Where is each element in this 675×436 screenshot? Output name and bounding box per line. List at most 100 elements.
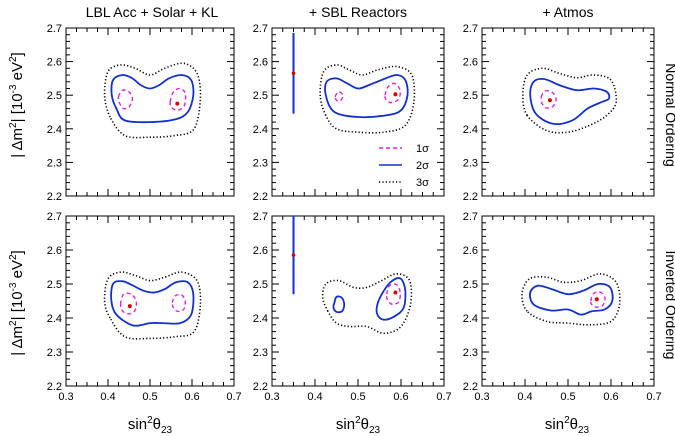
y-tick-label: 2.3: [253, 347, 268, 359]
best-fit-point: [393, 92, 398, 97]
best-fit-point: [393, 290, 398, 295]
best-fit-point: [127, 304, 132, 309]
legend-label-1sigma: 1σ: [416, 143, 429, 155]
panel-6: 0.3 0.4 0.5 0.6 0.7 2.2 2.3 2.4 2.5 2.6 2.7: [463, 211, 662, 403]
contour-3sigma: [103, 62, 202, 139]
x-tick-label: 0.7: [226, 391, 241, 403]
reactor-central-value: [291, 71, 296, 76]
panel-5: 0.3 0.4 0.5 0.6 0.7 2.2 2.3 2.4 2.5 2.6 2.7: [253, 211, 452, 403]
contour-2sigma: [110, 74, 195, 124]
x-tick-label: 0.4: [100, 391, 115, 403]
y-tick-label: 2.2: [47, 191, 62, 203]
x-tick-label: 0.6: [184, 391, 199, 403]
x-tick-label: 0.5: [560, 391, 575, 403]
plot-frame: [481, 27, 655, 197]
contour-1sigma: [334, 91, 344, 102]
y-tick-label: 2.2: [463, 191, 478, 203]
plot-frame: [271, 215, 445, 387]
y-tick-label: 2.3: [463, 157, 478, 169]
y-tick-label: 2.6: [47, 57, 62, 69]
contour-1sigma: [117, 89, 134, 110]
y-tick-label: 2.4: [47, 313, 62, 325]
y-tick-label: 2.4: [253, 313, 268, 325]
column-title-2: + SBL Reactors: [309, 4, 407, 20]
y-tick-label: 2.2: [253, 191, 268, 203]
plot-frame: [481, 215, 655, 387]
contour-2sigma: [332, 295, 346, 314]
legend-label-3sigma: 3σ: [416, 177, 429, 189]
x-tick-label: 0.4: [307, 391, 322, 403]
panel-3: 2.2 2.3 2.4 2.5 2.6 2.7: [463, 23, 655, 203]
contour-1sigma: [384, 82, 402, 104]
y-tick-label: 2.2: [253, 381, 268, 393]
y-tick-label: 2.4: [253, 124, 268, 136]
contour-1sigma: [540, 89, 557, 109]
y-tick-label: 2.4: [463, 313, 478, 325]
y-tick-label: 2.4: [47, 124, 62, 136]
y-tick-label: 2.7: [253, 23, 268, 35]
x-axis-label-1: sin2θ23: [128, 415, 173, 436]
row-title-inverted: Inverted Ordering: [663, 251, 675, 360]
y-tick-label: 2.5: [463, 279, 478, 291]
y-tick-label: 2.7: [47, 23, 62, 35]
y-tick-label: 2.3: [47, 157, 62, 169]
panel-1: 2.2 2.3 2.4 2.5 2.6 2.7: [47, 23, 235, 203]
contour-1sigma: [119, 292, 138, 315]
x-tick-label: 0.5: [350, 391, 365, 403]
x-tick-label: 0.3: [474, 391, 489, 403]
reactor-central-value: [291, 253, 296, 257]
panel-2: 2.2 2.3 2.4 2.5 2.6 2.7: [253, 23, 445, 203]
y-tick-label: 2.6: [253, 57, 268, 69]
panel-4: 0.3 0.4 0.5 0.6 0.7 2.2 2.3 2.4 2.5 2.6 2.7: [47, 211, 242, 403]
y-tick-label: 2.6: [253, 245, 268, 257]
y-tick-label: 2.5: [253, 90, 268, 102]
y-tick-label: 2.7: [463, 23, 478, 35]
contour-2sigma: [375, 277, 407, 321]
x-tick-label: 0.7: [646, 391, 661, 403]
contour-2sigma: [529, 282, 614, 316]
y-tick-label: 2.7: [463, 211, 478, 223]
y-tick-label: 2.7: [47, 211, 62, 223]
best-fit-point: [175, 101, 180, 106]
contour-3sigma: [321, 272, 413, 335]
x-tick-label: 0.3: [58, 391, 73, 403]
panels-group: 2.22.32.42.52.62.72.22.32.42.52.62.72.22…: [47, 23, 662, 403]
y-axis-label-bottom: | Δm2| [10-3 eV2]: [8, 250, 26, 355]
y-tick-label: 2.2: [47, 381, 62, 393]
x-tick-label: 0.4: [517, 391, 532, 403]
y-tick-label: 2.3: [47, 347, 62, 359]
y-tick-label: 2.6: [463, 245, 478, 257]
y-tick-label: 2.6: [47, 245, 62, 257]
best-fit-point: [547, 98, 552, 103]
x-tick-label: 0.6: [603, 391, 618, 403]
contour-1sigma: [171, 293, 187, 312]
x-tick-label: 0.6: [393, 391, 408, 403]
contour-1sigma: [385, 283, 401, 306]
y-tick-label: 2.6: [463, 57, 478, 69]
plot-frame: [65, 215, 235, 387]
column-title-3: + Atmos: [543, 4, 594, 20]
contour-1sigma: [169, 87, 187, 112]
y-tick-label: 2.5: [463, 90, 478, 102]
row-title-normal: Normal Ordering: [663, 63, 675, 166]
contour-2sigma: [110, 280, 195, 327]
x-tick-label: 0.7: [436, 391, 451, 403]
contour-2sigma: [324, 74, 409, 119]
x-axis-label-3: sin2θ23: [545, 415, 590, 436]
y-tick-label: 2.5: [47, 90, 62, 102]
x-tick-label: 0.5: [142, 391, 157, 403]
column-title-1: LBL Acc + Solar + KL: [86, 4, 219, 20]
best-fit-point: [594, 297, 599, 302]
y-axis-label-top: | Δm2| [10-3 eV2]: [8, 52, 26, 157]
contour-3sigma: [522, 67, 618, 134]
y-tick-label: 2.5: [47, 279, 62, 291]
y-tick-label: 2.2: [463, 381, 478, 393]
y-tick-label: 2.5: [253, 279, 268, 291]
x-axis-label-2: sin2θ23: [336, 415, 381, 436]
legend: 1σ 2σ 3σ: [379, 143, 429, 189]
contour-1sigma: [589, 291, 606, 308]
x-tick-label: 0.3: [264, 391, 279, 403]
y-tick-label: 2.4: [463, 124, 478, 136]
y-tick-label: 2.7: [253, 211, 268, 223]
